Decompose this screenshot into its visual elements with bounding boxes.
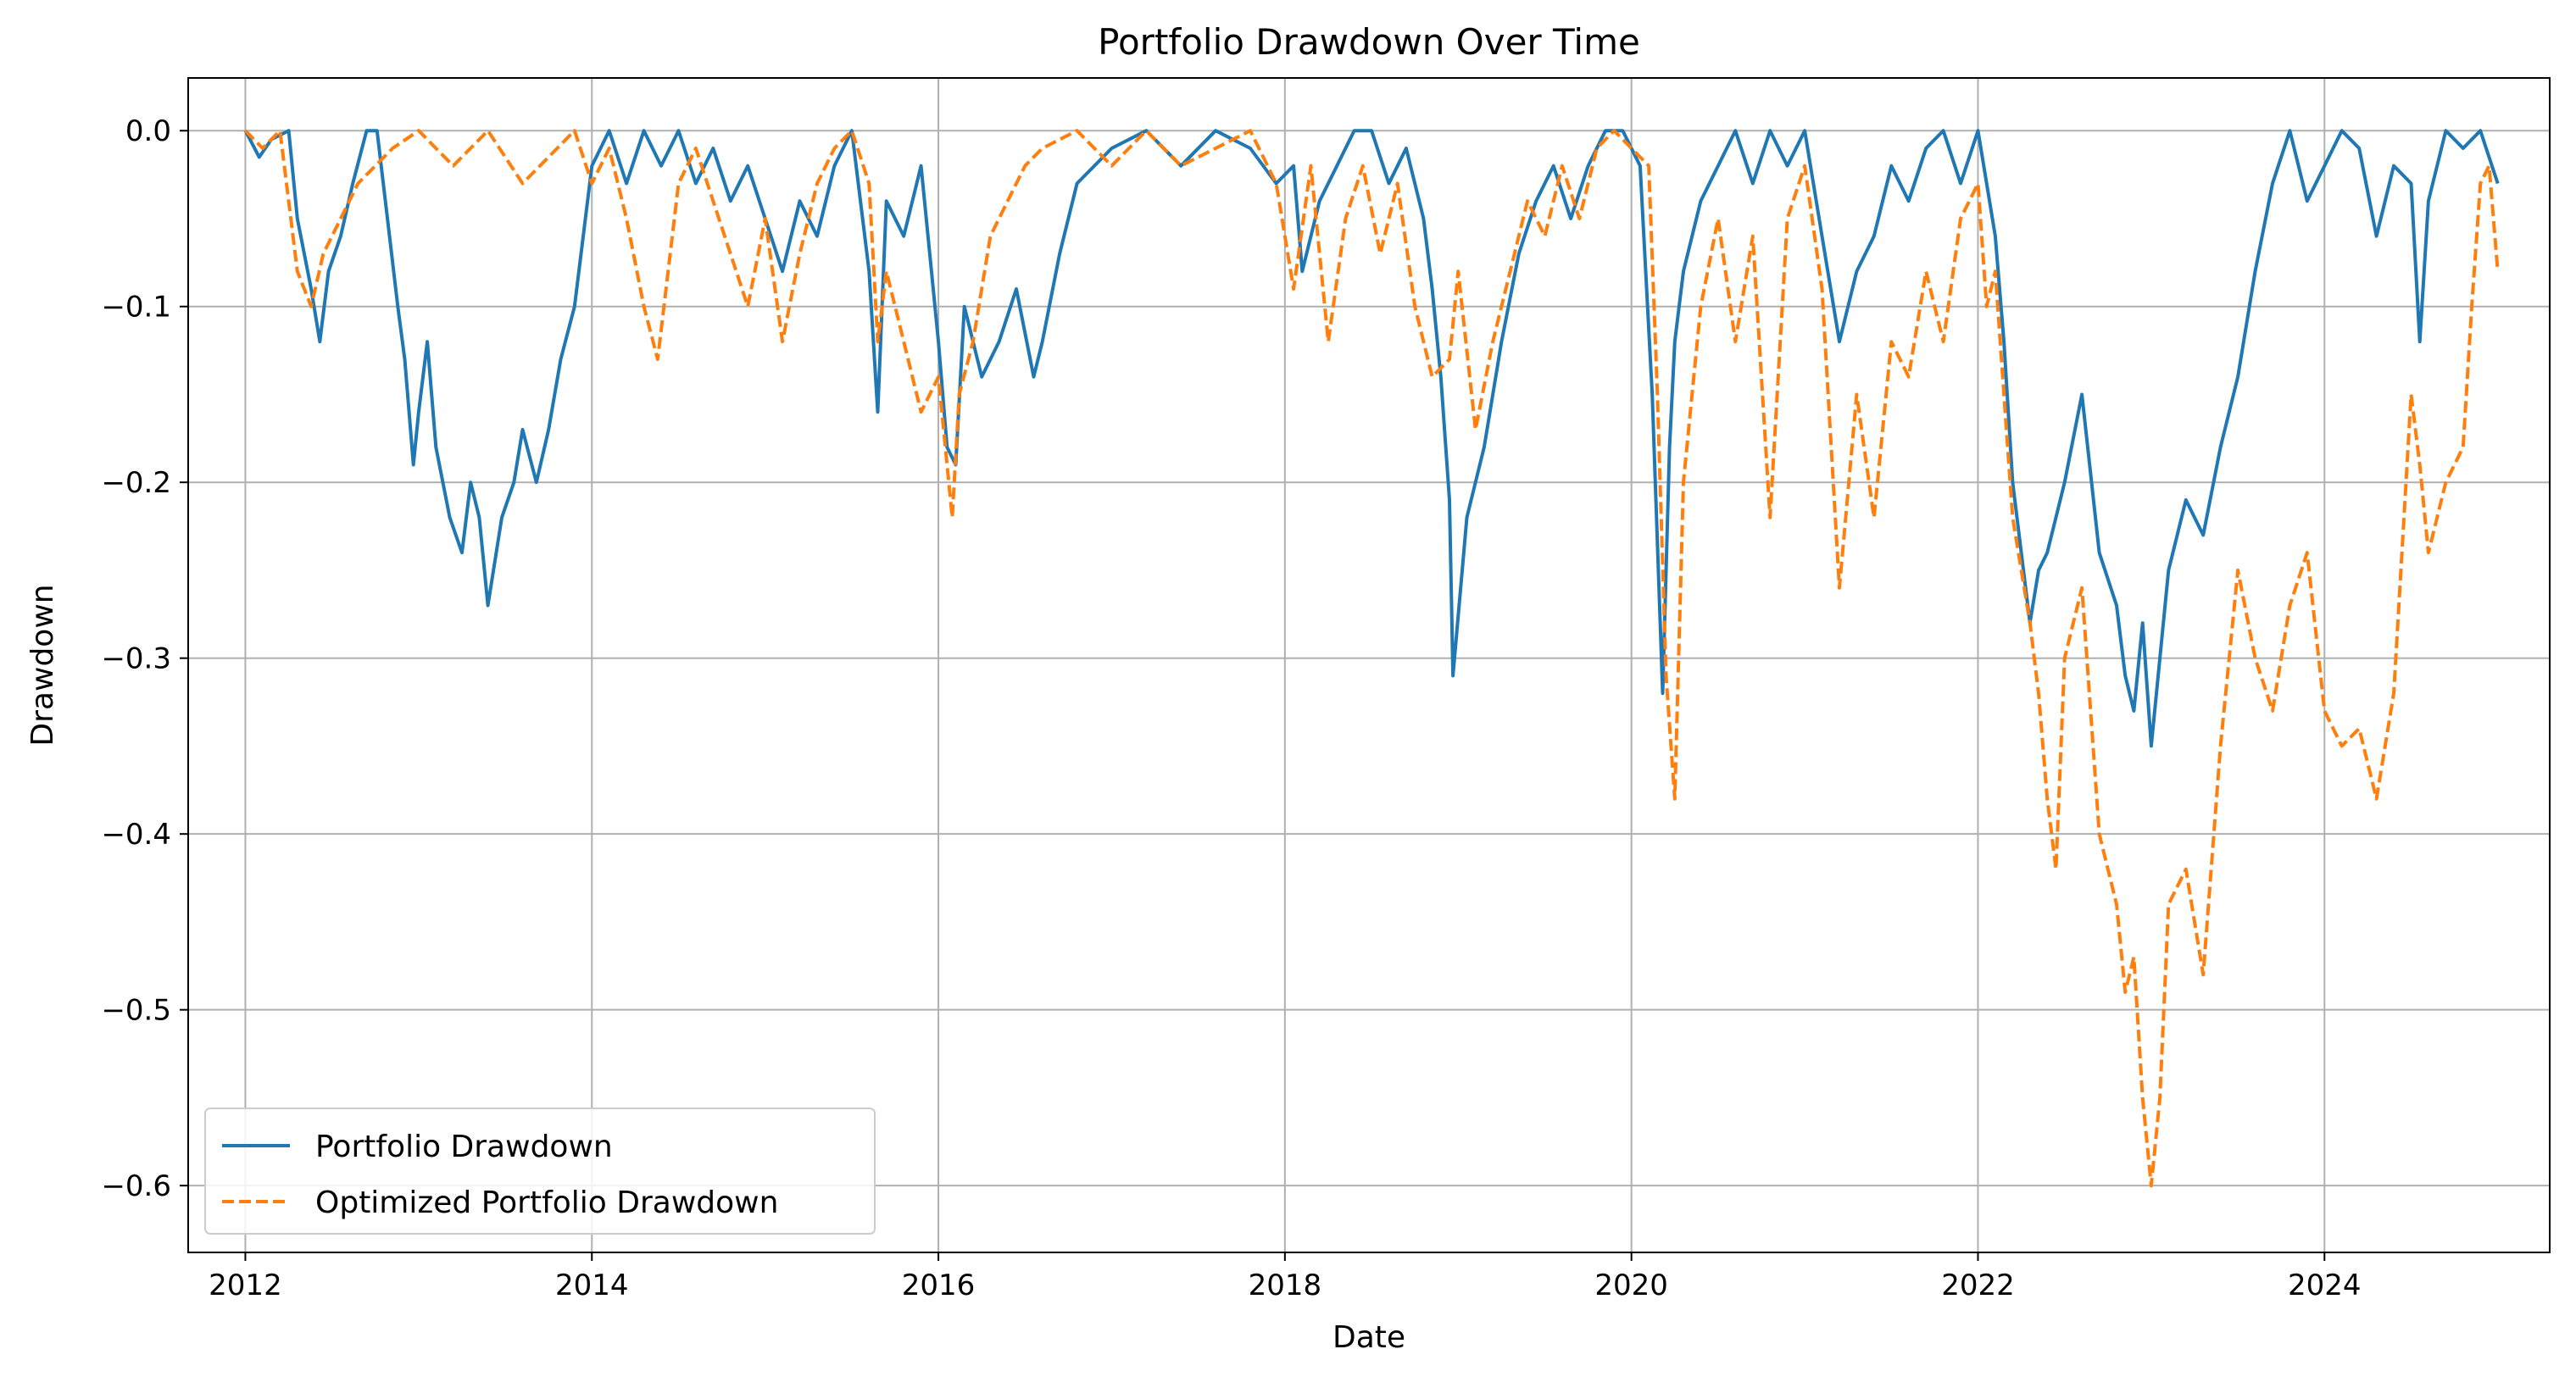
y-tick-label: −0.6 [101, 1169, 171, 1203]
y-tick-label: −0.2 [101, 466, 171, 500]
x-tick-label: 2020 [1594, 1269, 1668, 1302]
x-tick-label: 2022 [1941, 1269, 2015, 1302]
x-axis-title: Date [1333, 1320, 1405, 1355]
legend-label-portfolio: Portfolio Drawdown [315, 1130, 613, 1164]
y-tick-label: 0.0 [125, 114, 171, 148]
x-tick-label: 2024 [2288, 1269, 2362, 1302]
legend: Portfolio Drawdown Optimized Portfolio D… [204, 1108, 876, 1235]
axis-ticks: 2012 2014 2016 2018 2020 2022 2024 0.0 −0.1 −0.2 −… [101, 114, 2361, 1302]
x-tick-label: 2014 [555, 1269, 629, 1302]
series-line-optimized-portfolio [244, 129, 2500, 1188]
series-line-portfolio [243, 129, 2500, 748]
legend-box [204, 1108, 876, 1235]
legend-label-optimized-portfolio: Optimized Portfolio Drawdown [315, 1185, 778, 1220]
y-tick-label: −0.1 [101, 291, 171, 325]
x-tick-label: 2016 [902, 1269, 976, 1302]
x-tick-label: 2018 [1249, 1269, 1322, 1302]
series-lines [243, 129, 2500, 1188]
y-tick-label: −0.3 [101, 642, 171, 676]
y-axis-title: Drawdown [25, 584, 60, 746]
plot-area-frame [187, 77, 2551, 1253]
y-tick-label: −0.5 [101, 994, 171, 1028]
y-tick-label: −0.4 [101, 818, 171, 852]
x-tick-label: 2012 [209, 1269, 282, 1302]
grid-lines [188, 78, 2550, 1252]
chart-title: Portfolio Drawdown Over Time [1098, 21, 1640, 63]
